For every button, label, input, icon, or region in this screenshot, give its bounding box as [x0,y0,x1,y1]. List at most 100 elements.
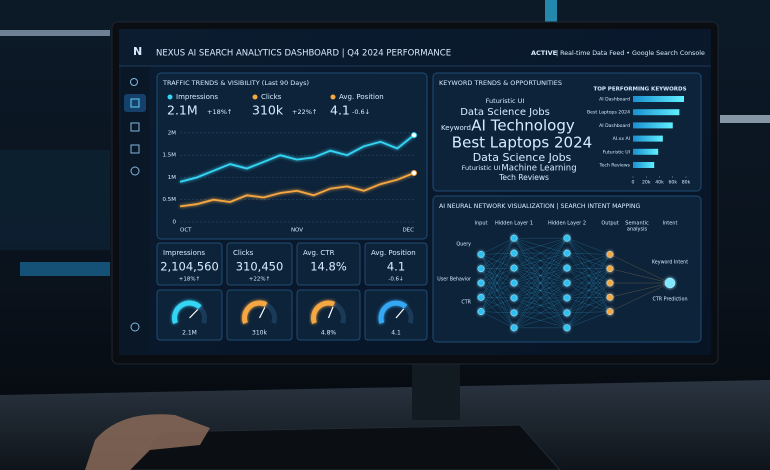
keyword[interactable]: Tech Reviews [498,173,549,182]
metric-card [226,242,293,286]
gauge-label: 4.1 [391,330,401,337]
keyword-panel [432,72,702,192]
network-edge [566,252,611,255]
metric-label: Impressions [163,249,205,257]
input-label: Query [456,242,471,248]
metric-card [296,242,361,286]
network-edge [513,252,568,299]
dashboard-title: NEXUS AI SEARCH ANALYTICS DASHBOARD | Q4… [156,49,451,59]
network-edge [513,252,568,299]
x-tick-label: 20k [642,180,651,186]
logo: N [133,45,142,58]
keyword[interactable]: Keyword [441,124,471,132]
panel-title: KEYWORD TRENDS & OPPORTUNITIES [439,79,562,87]
keyword[interactable]: Futuristic UI [486,97,525,105]
network-node [477,279,485,287]
network-node [510,309,518,317]
network-edge [566,268,611,328]
gauge-value [378,300,408,324]
keyword[interactable]: AI Technology [471,117,575,135]
network-edge [566,282,611,299]
metric-change: +22%↑ [249,276,270,283]
status: ACTIVE [531,49,557,57]
network-node [606,308,614,316]
network-edge [566,238,611,298]
metric-value: 310,450 [236,260,284,274]
background-glow [20,262,110,276]
network-edge [480,268,515,299]
network-edge [513,252,568,328]
chart-icon[interactable] [130,98,140,108]
network-edge [513,267,568,314]
network-edge [566,237,611,255]
legend-dot [167,94,173,100]
network-edge [480,282,515,299]
x-tick-label: DEC [402,228,414,234]
keyword[interactable]: Data Science Jobs [460,107,550,118]
chart-title: TOP PERFORMING KEYWORDS [593,87,686,93]
network-edge [480,252,515,298]
output-label: Keyword Intent [652,260,688,266]
network-edge [566,297,611,328]
network-edge [513,282,568,299]
network-edge [480,282,515,328]
settings-icon[interactable] [130,166,140,176]
bar [633,96,685,102]
network-edge [566,254,611,299]
kpi-value: 4.1 [330,103,350,118]
keyword[interactable]: Futuristic UI [462,164,501,172]
network-node [606,250,614,258]
network-edge [480,268,515,328]
network-edge [513,238,568,314]
gear-icon[interactable] [130,322,140,332]
y-tick-label: 0.5M [163,197,177,203]
gauge-needle [258,307,266,319]
network-edge [566,254,611,328]
network-edge [513,237,568,254]
bar-label: Tech Reviews [598,163,630,169]
network-edge [609,268,671,284]
series-line [179,172,415,208]
network-edge [566,282,611,312]
keyword[interactable]: Machine Learning [501,164,576,174]
network-edge [480,282,515,314]
gauge-needle [189,308,199,319]
network-edge [480,252,515,255]
network-edge [480,237,515,255]
layer-label: Intent [663,221,678,227]
network-edge [480,311,515,314]
network-edge [513,267,568,284]
network-node [477,265,485,273]
bar-label: Best Laptops 2024 [587,110,630,116]
network-edge [480,254,515,284]
metric-change: -0.6↓ [388,276,403,283]
list-icon[interactable] [130,144,140,154]
bar [633,148,659,155]
metric-label: Clicks [233,249,254,257]
search-icon[interactable] [130,78,138,86]
network-edge [513,238,568,328]
gauge-needle [395,308,405,319]
keyword[interactable]: Best Laptops 2024 [452,134,592,152]
network-edge [513,252,568,314]
network-edge [566,238,611,284]
network-edge [480,254,515,328]
network-edge [566,267,611,312]
network-node [563,249,571,257]
network-node [606,293,614,301]
x-tick-label: NOV [291,228,303,234]
network-edge [480,238,515,298]
metric-value: 4.1 [387,260,405,274]
network-edge [513,312,568,329]
network-edge [566,268,611,314]
series-line [179,134,415,183]
trend-icon[interactable] [130,122,140,132]
active-nav[interactable] [124,94,146,112]
network-edge [566,267,611,284]
network-edge [513,252,568,314]
data-feed: | Real-time Data Feed • Google Search Co… [556,50,705,57]
bar [633,162,655,168]
bar [633,135,663,142]
keyword[interactable]: Data Science Jobs [473,151,572,164]
